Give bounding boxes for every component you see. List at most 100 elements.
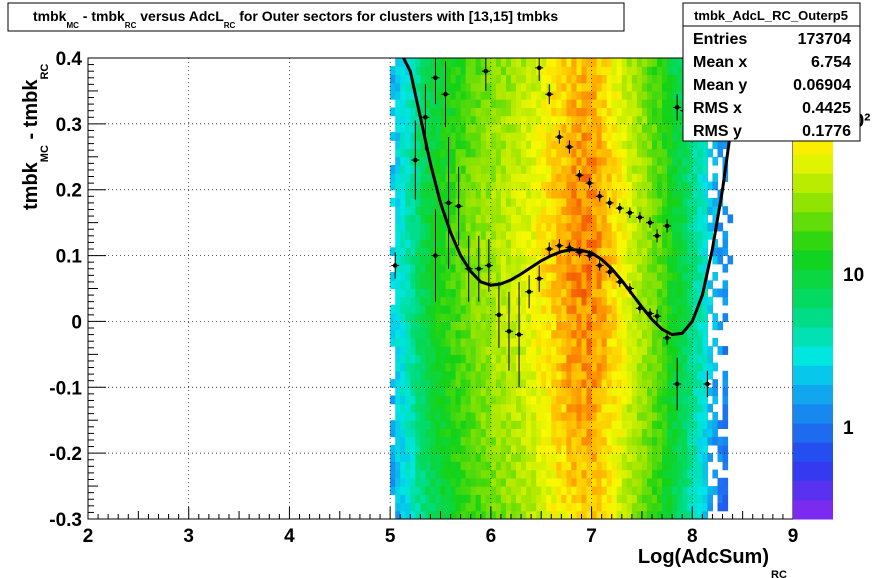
heatmap-cell bbox=[561, 313, 567, 322]
heatmap-cell bbox=[405, 370, 411, 380]
heatmap-cell bbox=[415, 337, 421, 347]
heatmap-cell bbox=[601, 453, 608, 462]
heatmap-cell bbox=[460, 510, 467, 519]
heatmap-cell bbox=[561, 395, 567, 405]
heatmap-cell bbox=[395, 486, 401, 495]
heatmap-cell bbox=[581, 502, 588, 512]
heatmap-cell bbox=[581, 272, 588, 281]
heatmap-cell bbox=[395, 132, 401, 141]
heatmap-cell bbox=[641, 403, 648, 413]
heatmap-cell bbox=[490, 395, 497, 405]
heatmap-cell bbox=[586, 90, 593, 100]
heatmap-cell bbox=[561, 346, 567, 355]
heatmap-cell bbox=[687, 181, 693, 191]
profile-point bbox=[545, 84, 554, 105]
heatmap-cell bbox=[576, 453, 583, 462]
heatmap-cell bbox=[616, 337, 623, 347]
heatmap-cell bbox=[576, 321, 583, 331]
heatmap-cell bbox=[521, 469, 527, 479]
heatmap-cell bbox=[571, 140, 577, 150]
heatmap-cell bbox=[450, 477, 457, 487]
heatmap-cell bbox=[601, 354, 608, 364]
heatmap-cell bbox=[460, 354, 467, 364]
heatmap-cell bbox=[566, 469, 572, 479]
heatmap-cell bbox=[495, 206, 502, 215]
heatmap-cell bbox=[455, 272, 462, 281]
heatmap-cell bbox=[400, 82, 406, 92]
heatmap-cell bbox=[662, 239, 668, 248]
heatmap-cell bbox=[641, 346, 648, 355]
heatmap-cell bbox=[576, 469, 583, 479]
heatmap-cell bbox=[420, 222, 426, 232]
heatmap-cell bbox=[490, 469, 497, 479]
heatmap-cell bbox=[546, 444, 552, 454]
x-tick-label: 3 bbox=[183, 526, 194, 547]
heatmap-cell bbox=[475, 453, 482, 462]
heatmap-cell bbox=[702, 263, 708, 273]
heatmap-cell bbox=[571, 477, 577, 487]
heatmap-cell bbox=[490, 222, 497, 232]
heatmap-cell bbox=[611, 82, 618, 92]
heatmap-cell bbox=[460, 82, 467, 92]
heatmap-cell bbox=[662, 288, 668, 298]
heatmap-cell bbox=[475, 477, 482, 487]
heatmap-cell bbox=[652, 387, 658, 397]
heatmap-cell bbox=[405, 263, 411, 273]
heatmap-cell bbox=[415, 230, 421, 240]
heatmap-cell bbox=[626, 387, 633, 397]
heatmap-cell bbox=[395, 420, 401, 429]
heatmap-cells bbox=[390, 58, 734, 519]
heatmap-cell bbox=[641, 469, 648, 479]
heatmap-cell bbox=[485, 305, 492, 314]
heatmap-cell bbox=[425, 66, 431, 75]
profile-point bbox=[575, 169, 584, 181]
heatmap-cell bbox=[606, 173, 613, 182]
heatmap-cell bbox=[631, 403, 638, 413]
heatmap-cell bbox=[717, 247, 724, 257]
heatmap-cell bbox=[516, 123, 522, 133]
heatmap-cell bbox=[430, 214, 436, 224]
heatmap-cell bbox=[667, 280, 673, 290]
heatmap-cell bbox=[566, 272, 572, 281]
heatmap-cell bbox=[526, 428, 532, 438]
heatmap-cell bbox=[591, 288, 598, 298]
heatmap-cell bbox=[435, 156, 442, 166]
heatmap-cell bbox=[420, 420, 426, 429]
heatmap-cell bbox=[561, 305, 567, 314]
heatmap-cell bbox=[526, 230, 532, 240]
heatmap-cell bbox=[390, 337, 396, 347]
heatmap-cell bbox=[526, 66, 532, 75]
heatmap-cell bbox=[712, 156, 718, 166]
heatmap-cell bbox=[672, 354, 678, 364]
profile-point bbox=[663, 331, 672, 345]
heatmap-cell bbox=[531, 469, 537, 479]
heatmap-cell bbox=[636, 255, 643, 265]
heatmap-cell bbox=[480, 239, 487, 248]
heatmap-cell bbox=[576, 444, 583, 454]
heatmap-cell bbox=[495, 486, 502, 495]
heatmap-cell bbox=[662, 74, 668, 84]
heatmap-cell bbox=[596, 403, 603, 413]
heatmap-cell bbox=[465, 132, 472, 141]
heatmap-cell bbox=[495, 173, 502, 182]
heatmap-cell bbox=[440, 239, 447, 248]
heatmap-cell bbox=[606, 436, 613, 446]
heatmap-cell bbox=[702, 387, 708, 397]
heatmap-cell bbox=[601, 132, 608, 141]
heatmap-cell bbox=[586, 115, 593, 125]
heatmap-cell bbox=[647, 477, 653, 487]
y-tick-label: 0.2 bbox=[56, 181, 82, 202]
heatmap-cell bbox=[596, 230, 603, 240]
heatmap-cell bbox=[546, 469, 552, 479]
heatmap-cell bbox=[712, 436, 718, 446]
heatmap-cell bbox=[410, 510, 416, 519]
heatmap-cell bbox=[581, 165, 588, 174]
heatmap-cell bbox=[571, 370, 577, 380]
heatmap-cell bbox=[682, 346, 688, 355]
heatmap-cell bbox=[546, 436, 552, 446]
heatmap-cell bbox=[526, 321, 532, 331]
heatmap-cell bbox=[440, 453, 447, 462]
heatmap-cell bbox=[460, 148, 467, 158]
heatmap-cell bbox=[521, 272, 527, 281]
heatmap-cell bbox=[697, 420, 703, 429]
